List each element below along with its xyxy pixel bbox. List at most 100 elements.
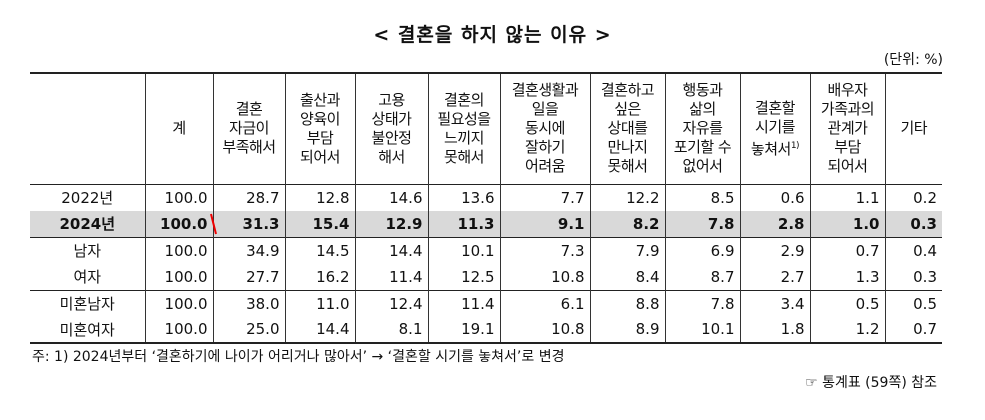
cell: 14.4 xyxy=(284,316,355,343)
cell: 7.7 xyxy=(499,184,590,211)
cell: 8.2 xyxy=(589,210,665,237)
row-label: 2022년 xyxy=(61,189,114,207)
cell: 1.2 xyxy=(809,316,885,343)
cell: 12.8 xyxy=(284,184,355,211)
cell: 10.8 xyxy=(499,316,590,343)
header-text: 결혼하고 싶은 상대를 만나지 못해서 xyxy=(600,81,655,176)
cell: 0.4 xyxy=(884,237,942,264)
cell: 31.3 xyxy=(212,210,285,237)
cell: 13.6 xyxy=(427,184,500,211)
cell: 34.9 xyxy=(212,237,285,264)
cell: 0.7 xyxy=(809,237,885,264)
column-header: 출산과 양육이 부담 되어서 xyxy=(284,73,355,184)
header-text: 계 xyxy=(172,119,186,138)
footnote: 주: 1) 2024년부터 ‘결혼하기에 나이가 어리거나 많아서’ → ‘결혼… xyxy=(32,349,565,365)
cell: 7.8 xyxy=(664,290,740,317)
cell: 1.8 xyxy=(739,316,810,343)
cell: 2.9 xyxy=(739,237,810,264)
header-text: 결혼 자금이 부족해서 xyxy=(222,100,276,157)
cell: 25.0 xyxy=(212,316,285,343)
column-header: 계 xyxy=(144,73,213,184)
cell: 6.1 xyxy=(499,290,590,317)
column-header: 배우자 가족과의 관계가 부담 되어서 xyxy=(809,73,885,184)
column-header: 행동과 삶의 자유를 포기할 수 없어서 xyxy=(664,73,740,184)
column-header: 결혼 자금이 부족해서 xyxy=(212,73,285,184)
cell: 11.3 xyxy=(427,210,500,237)
column-header: 기타 xyxy=(884,73,942,184)
column-header: 고용 상태가 불안정 해서 xyxy=(354,73,428,184)
cell: 12.5 xyxy=(427,263,500,290)
column-header: 결혼하고 싶은 상대를 만나지 못해서 xyxy=(589,73,665,184)
cell: 0.3 xyxy=(884,210,942,237)
header-text: 고용 상태가 불안정 해서 xyxy=(371,90,412,166)
cell: 28.7 xyxy=(212,184,285,211)
header-row: 계 결혼 자금이 부족해서 출산과 양육이 부담 되어서 고용 상태가 불안정 해서 결… xyxy=(30,73,942,184)
cell: 6.9 xyxy=(664,237,740,264)
cell: 0.7 xyxy=(884,316,942,343)
cell: 100.0 xyxy=(144,316,213,343)
cell: 8.1 xyxy=(354,316,428,343)
cell: 10.1 xyxy=(427,237,500,264)
cell: 1.0 xyxy=(809,210,885,237)
cell: 9.1 xyxy=(499,210,590,237)
cell: 7.3 xyxy=(499,237,590,264)
cell: 1.1 xyxy=(809,184,885,211)
cell: 1.3 xyxy=(809,263,885,290)
source: ☞ 통계표 (59쪽) 참조 xyxy=(805,375,937,391)
cell: 11.0 xyxy=(284,290,355,317)
cell: 0.6 xyxy=(739,184,810,211)
header-text: 결혼할 시기를 놓쳐서 xyxy=(750,98,796,158)
header-text: 출산과 양육이 부담 되어서 xyxy=(300,90,340,166)
header-text: 결혼생활과 일을 동시에 잘하기 어려움 xyxy=(511,81,579,176)
cell: 10.8 xyxy=(499,263,590,290)
table: 계 결혼 자금이 부족해서 출산과 양육이 부담 되어서 고용 상태가 불안정 해서 결… xyxy=(30,72,942,344)
cell: 19.1 xyxy=(427,316,500,343)
cell: 14.4 xyxy=(354,237,428,264)
cell: 8.7 xyxy=(664,263,740,290)
cell: 100.0 xyxy=(144,237,213,264)
table-row: 여자 100.0 27.7 16.2 11.4 12.5 10.8 8.4 8.7 2.7 1.3 0… xyxy=(30,263,942,290)
cell: 0.2 xyxy=(884,184,942,211)
unit: (단위: %) xyxy=(883,52,943,68)
cell: 11.4 xyxy=(354,263,428,290)
cell: 100.0 xyxy=(144,210,213,237)
cell: 100.0 xyxy=(144,263,213,290)
cell: 3.4 xyxy=(739,290,810,317)
cell: 8.8 xyxy=(589,290,665,317)
table-body: 2022년 100.0 28.7 12.8 14.6 13.6 7.7 12.2 8.5 0.6 1… xyxy=(30,184,942,343)
header-text: 배우자 가족과의 관계가 부담 되어서 xyxy=(820,81,875,176)
header-text: 결혼의 필요성을 느끼지 못해서 xyxy=(437,90,491,166)
cell: 15.4 xyxy=(284,210,355,237)
cell: 14.6 xyxy=(354,184,428,211)
row-label: 2024년 xyxy=(59,215,116,233)
cell: 12.9 xyxy=(354,210,428,237)
cell: 7.8 xyxy=(664,210,740,237)
table-row: 미혼남자 100.0 38.0 11.0 12.4 11.4 6.1 8.8 7.8 3.4 0.5… xyxy=(30,290,942,317)
row-label: 미혼여자 xyxy=(59,320,115,339)
row-label: 여자 xyxy=(73,268,102,286)
cell: 8.9 xyxy=(589,316,665,343)
cell: 0.5 xyxy=(884,290,942,317)
title: < 결혼을 하지 않는 이유 > xyxy=(373,24,612,46)
cell: 10.1 xyxy=(664,316,740,343)
cell: 11.4 xyxy=(427,290,500,317)
cell: 2.7 xyxy=(739,263,810,290)
cell: 2.8 xyxy=(739,210,810,237)
column-header: 결혼생활과 일을 동시에 잘하기 어려움 xyxy=(499,73,590,184)
cell: 0.3 xyxy=(884,263,942,290)
table-row: 2022년 100.0 28.7 12.8 14.6 13.6 7.7 12.2 8.5 0.6 1… xyxy=(30,184,942,211)
cell: 8.4 xyxy=(589,263,665,290)
header-text: 행동과 삶의 자유를 포기할 수 없어서 xyxy=(673,81,732,176)
cell: 12.4 xyxy=(354,290,428,317)
header-text: 기타 xyxy=(900,119,928,138)
cell: 14.5 xyxy=(284,237,355,264)
cell: 7.9 xyxy=(589,237,665,264)
cell: 16.2 xyxy=(284,263,355,290)
cell: 100.0 xyxy=(144,290,213,317)
table-row: 2024년 100.0 31.3 15.4 12.9 11.3 9.1 8.2 7.8 2.8 1.… xyxy=(30,210,942,237)
row-label: 남자 xyxy=(73,242,102,260)
cell: 38.0 xyxy=(212,290,285,317)
header-note: 1) xyxy=(790,140,800,151)
column-header: 결혼할 시기를 놓쳐서1) xyxy=(739,73,810,184)
